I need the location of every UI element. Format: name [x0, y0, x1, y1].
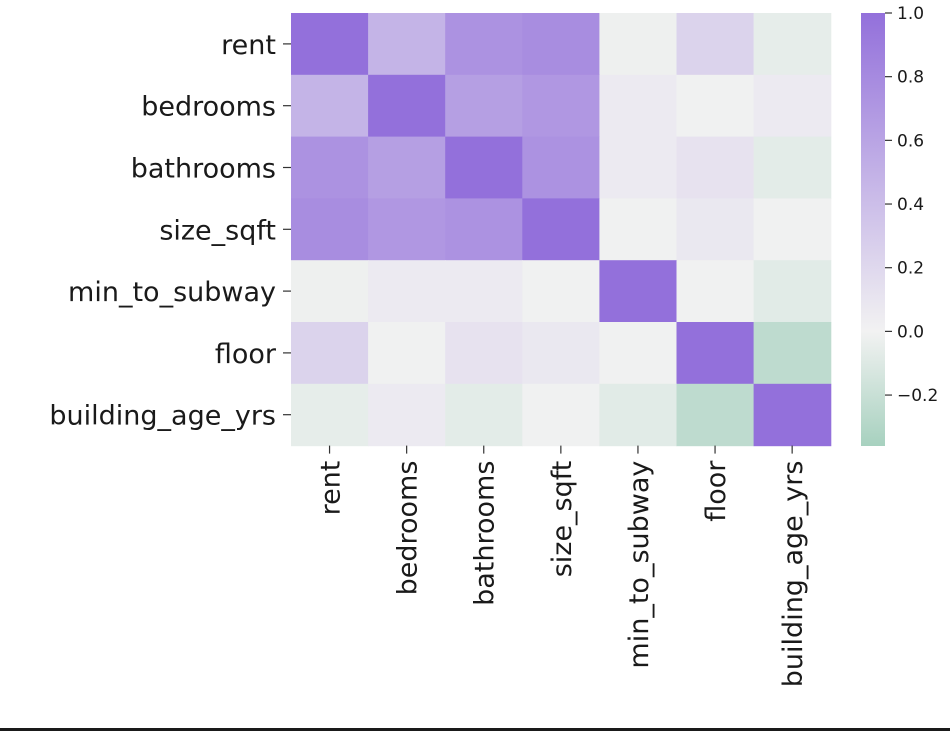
heatmap-cell: [522, 74, 600, 138]
x-tick-label: bedrooms: [393, 461, 424, 596]
colorbar-gradient: [861, 13, 885, 446]
heatmap-cell: [753, 322, 832, 385]
x-tick-label: min_to_subway: [624, 461, 655, 669]
heatmap-cell: [676, 74, 755, 138]
heatmap-cell: [291, 198, 369, 261]
x-tick-label: building_age_yrs: [778, 461, 809, 688]
y-tick-label: bedrooms: [141, 92, 276, 123]
heatmap-cell: [599, 260, 678, 323]
heatmap-cells: [291, 13, 832, 447]
heatmap-cell: [599, 136, 678, 199]
bottom-divider: [0, 728, 950, 731]
heatmap-cell: [753, 13, 832, 76]
heatmap-cell: [599, 322, 678, 385]
y-tick-label: size_sqft: [159, 215, 276, 246]
heatmap-cell: [599, 13, 678, 76]
heatmap-cell: [753, 74, 832, 138]
heatmap-cell: [291, 322, 369, 385]
heatmap-cell: [291, 74, 369, 138]
heatmap-cell: [676, 136, 755, 199]
x-tick-label: bathrooms: [470, 461, 501, 606]
colorbar: 1.0 0.8 0.6 0.4 0.2 0.0 −0.2: [861, 4, 938, 446]
heatmap-cell: [753, 260, 832, 323]
heatmap-cell: [445, 322, 523, 385]
heatmap-cell: [368, 322, 446, 385]
heatmap-cell: [599, 383, 678, 447]
colorbar-tick-label: 1.0: [897, 4, 924, 24]
heatmap-cell: [753, 198, 832, 261]
heatmap-cell: [522, 260, 600, 323]
heatmap-cell: [368, 74, 446, 138]
heatmap-cell: [522, 136, 600, 199]
y-tick-label: building_age_yrs: [49, 401, 276, 432]
heatmap-cell: [676, 322, 755, 385]
colorbar-tick-label: −0.2: [897, 386, 938, 406]
heatmap-cell: [445, 74, 523, 138]
heatmap-cell: [599, 74, 678, 138]
y-tick-label: floor: [215, 339, 277, 370]
x-tick-label: floor: [701, 460, 732, 522]
x-tick-label: rent: [316, 461, 347, 516]
heatmap-cell: [445, 198, 523, 261]
heatmap-cell: [291, 13, 369, 76]
heatmap-cell: [368, 13, 446, 76]
heatmap-cell: [753, 383, 832, 447]
x-axis: rent bedrooms bathrooms size_sqft min_to_sub…: [316, 445, 809, 688]
colorbar-tick-label: 0.6: [897, 131, 924, 151]
heatmap-cell: [599, 198, 678, 261]
y-axis: rent bedrooms bathrooms size_sqft min_to_sub…: [49, 30, 291, 432]
heatmap-cell: [368, 136, 446, 199]
y-tick-label: min_to_subway: [68, 277, 276, 308]
y-tick-label: bathrooms: [131, 154, 276, 185]
heatmap-cell: [522, 13, 600, 76]
heatmap-cell: [753, 136, 832, 199]
heatmap-cell: [368, 383, 446, 447]
heatmap-cell: [445, 136, 523, 199]
heatmap-cell: [291, 260, 369, 323]
heatmap-cell: [291, 136, 369, 199]
heatmap-cell: [522, 383, 600, 447]
heatmap-cell: [368, 198, 446, 261]
heatmap-cell: [522, 322, 600, 385]
y-tick-label: rent: [221, 30, 276, 61]
heatmap-cell: [676, 383, 755, 447]
heatmap-cell: [676, 198, 755, 261]
colorbar-tick-label: 0.4: [897, 195, 924, 215]
heatmap-cell: [445, 13, 523, 76]
heatmap-cell: [676, 13, 755, 76]
heatmap-cell: [368, 260, 446, 323]
heatmap-cell: [291, 383, 369, 447]
colorbar-tick-label: 0.8: [897, 68, 924, 88]
heatmap-cell: [676, 260, 755, 323]
colorbar-tick-label: 0.2: [897, 259, 924, 279]
colorbar-tick-label: 0.0: [897, 322, 924, 342]
x-tick-label: size_sqft: [547, 461, 578, 578]
heatmap-cell: [445, 383, 523, 447]
heatmap-cell: [445, 260, 523, 323]
heatmap-cell: [522, 198, 600, 261]
